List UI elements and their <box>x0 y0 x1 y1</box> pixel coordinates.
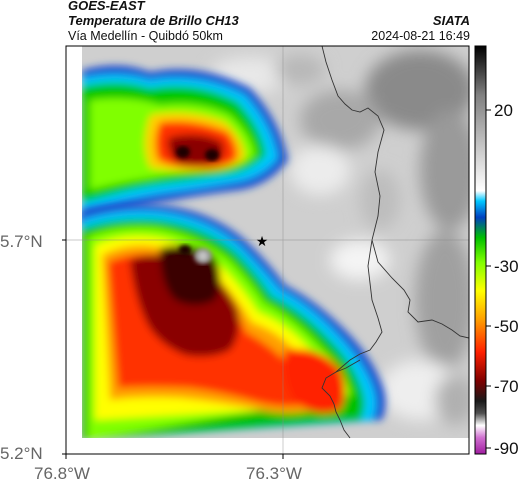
lat-tick-label: 5.7°N <box>0 232 43 251</box>
colorbar-tick-label: 20 <box>494 101 513 120</box>
product-title: Temperatura de Brillo CH13 <box>68 13 239 28</box>
colorbar-tick-label: -90 <box>494 439 519 458</box>
lon-tick-label: 76.3°W <box>246 464 302 483</box>
colorbar-tick-label: -50 <box>494 317 519 336</box>
map-panel <box>66 46 469 454</box>
colorbar <box>474 45 491 455</box>
borders <box>321 46 469 439</box>
timestamp: 2024-08-21 16:49 <box>371 29 470 43</box>
star-marker-icon: ★ <box>256 234 269 250</box>
colorbar-tick-label: -70 <box>494 377 519 396</box>
satellite-title: GOES-EAST <box>68 0 145 13</box>
lon-tick-label: 76.8°W <box>34 464 90 483</box>
colorbar-tick-label: -30 <box>494 257 519 276</box>
agency-credit: SIATA <box>432 13 470 28</box>
region-subtitle: Vía Medellín - Quibdó 50km <box>68 29 223 43</box>
lat-tick-label: 5.2°N <box>0 444 43 463</box>
map-frame <box>65 45 470 455</box>
